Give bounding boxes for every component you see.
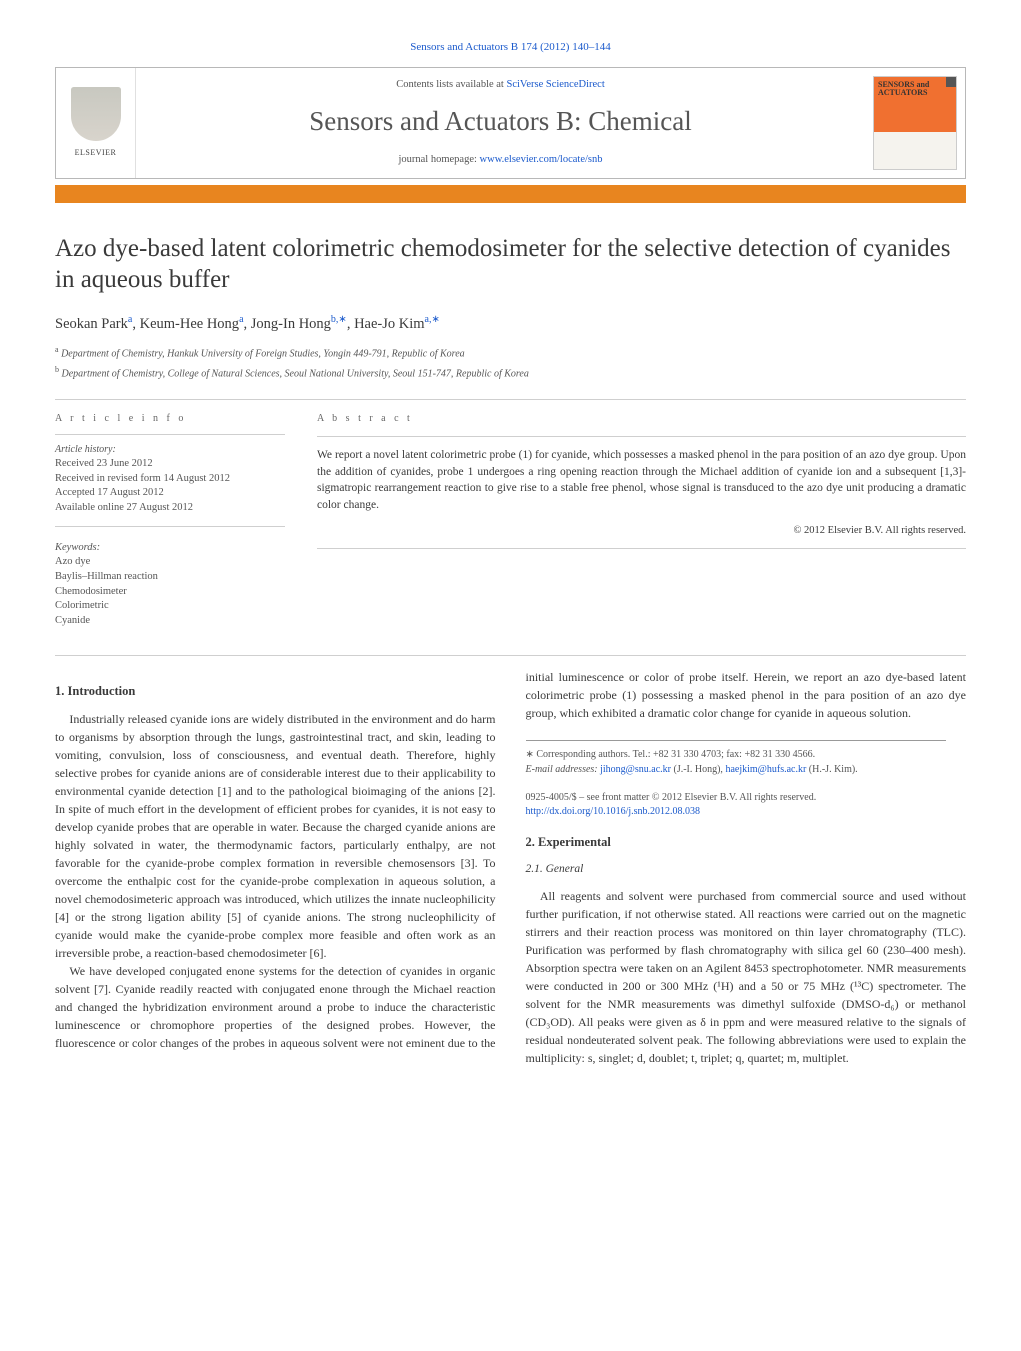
rule <box>55 399 966 400</box>
journal-homepage: journal homepage: www.elsevier.com/locat… <box>144 153 857 168</box>
elsevier-tree-icon <box>71 87 121 141</box>
email-label: E-mail addresses: <box>526 764 598 775</box>
abstract-text: We report a novel latent colorimetric pr… <box>317 447 966 514</box>
keyword: Azo dye <box>55 555 285 570</box>
journal-reference: Sensors and Actuators B 174 (2012) 140–1… <box>55 40 966 55</box>
rule <box>317 436 966 437</box>
email-link[interactable]: jihong@snu.ac.kr <box>600 764 671 775</box>
journal-reference-link[interactable]: Sensors and Actuators B 174 (2012) 140–1… <box>410 41 610 53</box>
keyword: Colorimetric <box>55 599 285 614</box>
article-info-column: a r t i c l e i n f o Article history: R… <box>55 412 285 629</box>
history-label: Article history: <box>55 443 285 457</box>
footnotes: ∗ Corresponding authors. Tel.: +82 31 33… <box>526 740 946 777</box>
keyword: Baylis–Hillman reaction <box>55 570 285 585</box>
orange-divider-bar <box>55 185 966 203</box>
author: Seokan Parka <box>55 316 132 332</box>
email-who: (H.-J. Kim). <box>809 764 858 775</box>
cover-corner-icon <box>946 77 956 87</box>
subsection-heading-general: 2.1. General <box>526 861 967 878</box>
author: Jong-In Hongb,∗ <box>251 316 347 332</box>
history-received: Received 23 June 2012 <box>55 457 285 472</box>
contents-prefix: Contents lists available at <box>396 79 506 90</box>
section-heading-experimental: 2. Experimental <box>526 833 967 852</box>
rule <box>55 526 285 527</box>
journal-name: Sensors and Actuators B: Chemical <box>144 103 857 141</box>
publisher-name: ELSEVIER <box>75 147 117 158</box>
author: Keum-Hee Honga <box>140 316 244 332</box>
intro-paragraph: Industrially released cyanide ions are w… <box>55 710 496 962</box>
history-accepted: Accepted 17 August 2012 <box>55 486 285 501</box>
affiliation: a Department of Chemistry, Hankuk Univer… <box>55 344 966 361</box>
homepage-prefix: journal homepage: <box>398 154 479 165</box>
rule <box>317 548 966 549</box>
issn-line: 0925-4005/$ – see front matter © 2012 El… <box>526 791 967 805</box>
rule <box>55 434 285 435</box>
journal-cover-thumbnail: SENSORS and ACTUATORS <box>873 76 957 169</box>
body-columns: 1. Introduction Industrially released cy… <box>55 668 966 1067</box>
journal-header: ELSEVIER Contents lists available at Sci… <box>55 67 966 178</box>
contents-line: Contents lists available at SciVerse Sci… <box>144 78 857 93</box>
homepage-link[interactable]: www.elsevier.com/locate/snb <box>480 154 603 165</box>
section-heading-introduction: 1. Introduction <box>55 682 496 701</box>
affiliation: b Department of Chemistry, College of Na… <box>55 364 966 381</box>
article-info-heading: a r t i c l e i n f o <box>55 412 285 426</box>
cover-title: SENSORS and ACTUATORS <box>874 77 956 97</box>
issn-doi-block: 0925-4005/$ – see front matter © 2012 El… <box>526 791 967 819</box>
sciencedirect-link[interactable]: SciVerse ScienceDirect <box>506 79 604 90</box>
doi-link[interactable]: http://dx.doi.org/10.1016/j.snb.2012.08.… <box>526 806 701 817</box>
header-center: Contents lists available at SciVerse Sci… <box>136 68 865 177</box>
keyword: Cyanide <box>55 614 285 629</box>
publisher-logo: ELSEVIER <box>56 68 136 177</box>
email-link[interactable]: haejkim@hufs.ac.kr <box>725 764 806 775</box>
keywords-list: Azo dye Baylis–Hillman reaction Chemodos… <box>55 555 285 628</box>
keyword: Chemodosimeter <box>55 585 285 600</box>
email-who: (J.-I. Hong), <box>674 764 723 775</box>
keywords-label: Keywords: <box>55 541 285 556</box>
author: Hae-Jo Kima,∗ <box>354 316 440 332</box>
article-title: Azo dye-based latent colorimetric chemod… <box>55 233 966 296</box>
authors-line: Seokan Parka, Keum-Hee Honga, Jong-In Ho… <box>55 313 966 334</box>
history-revised: Received in revised form 14 August 2012 <box>55 472 285 487</box>
rule <box>55 655 966 656</box>
email-line: E-mail addresses: jihong@snu.ac.kr (J.-I… <box>526 762 946 777</box>
abstract-heading: a b s t r a c t <box>317 412 966 426</box>
history-online: Available online 27 August 2012 <box>55 501 285 516</box>
corresponding-author-note: ∗ Corresponding authors. Tel.: +82 31 33… <box>526 747 946 762</box>
abstract-copyright: © 2012 Elsevier B.V. All rights reserved… <box>317 524 966 539</box>
abstract-column: a b s t r a c t We report a novel latent… <box>317 412 966 629</box>
experimental-paragraph: All reagents and solvent were purchased … <box>526 887 967 1067</box>
